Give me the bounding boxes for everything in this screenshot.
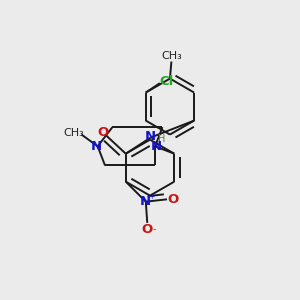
Text: CH₃: CH₃ [161,51,182,61]
Text: CH₃: CH₃ [64,128,85,138]
Text: Cl: Cl [159,76,173,88]
Text: N: N [151,140,162,153]
Text: O: O [142,223,153,236]
Text: N: N [91,140,102,153]
Text: O: O [97,126,108,139]
Text: +: + [148,192,154,201]
Text: N: N [145,130,156,143]
Text: -: - [152,225,155,234]
Text: N: N [140,195,152,208]
Text: O: O [168,193,179,206]
Text: H: H [158,134,165,144]
